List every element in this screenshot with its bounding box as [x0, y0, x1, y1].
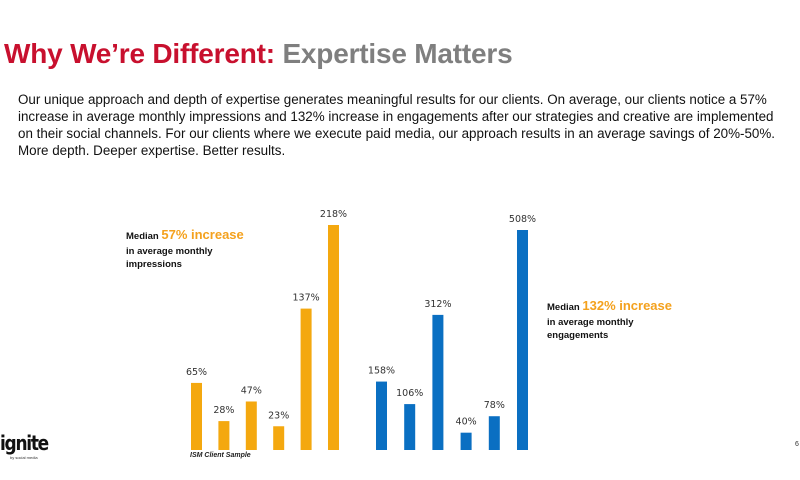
data-label: 312% — [424, 299, 451, 310]
title-part-2: Expertise Matters — [282, 38, 513, 69]
slide-title: Why We’re Different: Expertise Matters — [4, 38, 513, 70]
bar-engagements-5 — [488, 416, 500, 450]
bar-impressions-1 — [191, 382, 202, 450]
data-label: 137% — [293, 293, 320, 304]
bar-engagements-6 — [517, 230, 528, 450]
note-line: in average monthly — [126, 246, 213, 257]
data-label: 65% — [186, 367, 207, 378]
bar-engagements-4 — [460, 432, 472, 450]
data-label: 28% — [213, 405, 234, 416]
note-first-line: Median 57% increase — [126, 226, 244, 245]
data-label: 106% — [396, 388, 423, 399]
note-highlight: 57% increase — [161, 227, 244, 242]
bar-impressions-6 — [328, 225, 339, 450]
data-label: 78% — [484, 400, 505, 411]
bar-engagements-2 — [404, 404, 416, 450]
data-label: 40% — [456, 417, 477, 428]
data-label: 218% — [320, 209, 347, 220]
note-prefix: Median — [547, 302, 580, 313]
title-part-1: Why We’re Different: — [4, 38, 275, 69]
ignite-logo: ignite by social media — [0, 432, 60, 466]
note-prefix: Median — [126, 231, 159, 242]
note-highlight: 132% increase — [582, 298, 672, 313]
note-line: impressions — [126, 259, 182, 270]
data-label: 47% — [241, 385, 262, 396]
bar-engagements-1 — [376, 381, 387, 450]
engagements-note: Median 132% increase in average monthly … — [547, 297, 672, 342]
note-first-line: Median 132% increase — [547, 297, 672, 316]
data-label: 158% — [368, 366, 395, 377]
data-label: 23% — [268, 410, 289, 421]
page-number: 6 — [795, 441, 799, 448]
data-label: 508% — [509, 214, 536, 225]
body-paragraph: Our unique approach and depth of experti… — [18, 92, 775, 158]
bar-impressions-4 — [273, 426, 285, 450]
bar-impressions-3 — [245, 401, 257, 450]
note-line: engagements — [547, 330, 609, 341]
bar-engagements-3 — [432, 314, 444, 450]
logo-wordmark: ignite — [0, 431, 49, 455]
sample-label: ISM Client Sample — [190, 452, 251, 459]
note-line: in average monthly — [547, 317, 634, 328]
bar-impressions-5 — [300, 308, 312, 450]
impressions-note: Median 57% increase in average monthly i… — [126, 226, 244, 271]
logo-subtext: by social media — [10, 455, 38, 460]
bar-impressions-2 — [218, 421, 230, 450]
